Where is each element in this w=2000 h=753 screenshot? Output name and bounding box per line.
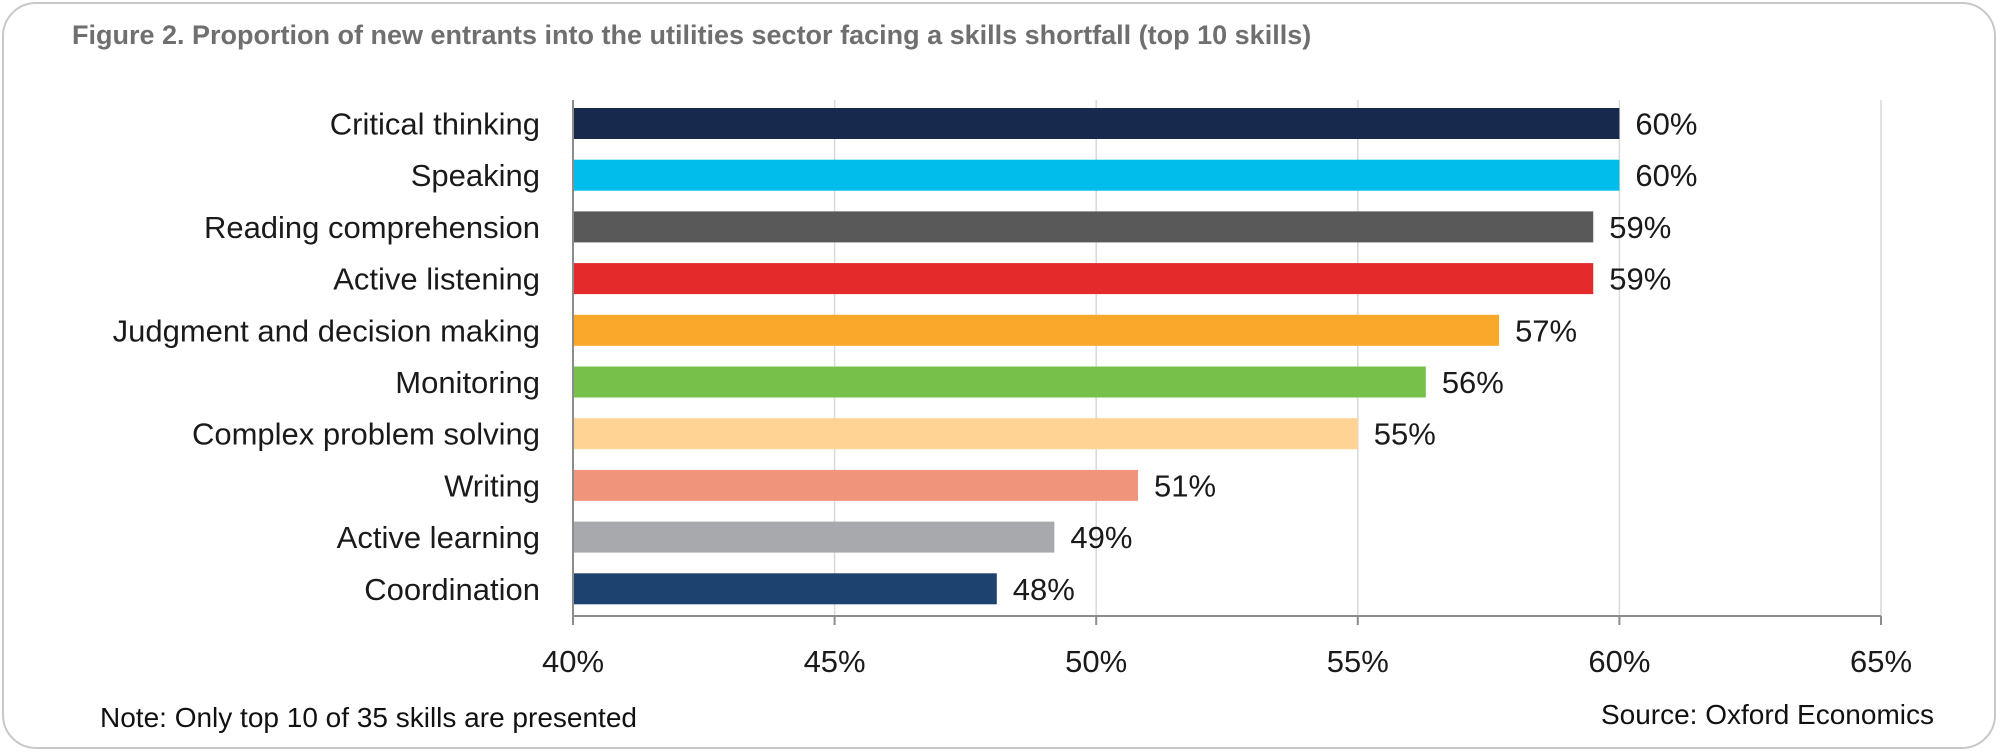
value-label: 59% [1609, 210, 1671, 245]
figure-title: Figure 2. Proportion of new entrants int… [72, 20, 1312, 50]
value-label: 60% [1635, 107, 1697, 142]
bar [573, 418, 1358, 450]
chart-source: Source: Oxford Economics [1600, 699, 1934, 730]
value-label: 49% [1070, 520, 1132, 555]
category-label: Active listening [333, 262, 540, 297]
x-tick-label: 60% [1588, 644, 1650, 679]
category-label: Speaking [411, 158, 540, 193]
category-label: Writing [444, 468, 540, 503]
label-layer: Critical thinking 60% Speaking 60% Reading c… [113, 107, 1912, 680]
x-tick-label: 65% [1850, 644, 1912, 679]
x-tick-label: 50% [1065, 644, 1127, 679]
bar [573, 263, 1594, 295]
axis-layer [572, 100, 1882, 625]
bar [573, 314, 1500, 346]
category-label: Judgment and decision making [113, 313, 540, 348]
category-label: Coordination [364, 572, 540, 607]
category-label: Reading comprehension [204, 210, 540, 245]
bar [573, 159, 1620, 191]
bar [573, 366, 1426, 398]
x-tick-label: 40% [542, 644, 604, 679]
value-label: 56% [1442, 365, 1504, 400]
category-label: Monitoring [395, 365, 540, 400]
bar [573, 573, 997, 605]
category-label: Complex problem solving [192, 417, 540, 452]
category-label: Critical thinking [330, 107, 540, 142]
value-label: 59% [1609, 262, 1671, 297]
bar-layer [573, 108, 1620, 605]
chart-note: Note: Only top 10 of 35 skills are prese… [100, 702, 637, 733]
value-label: 60% [1635, 158, 1697, 193]
x-tick-label: 45% [804, 644, 866, 679]
x-tick-label: 55% [1327, 644, 1389, 679]
bar [573, 108, 1620, 139]
category-label: Active learning [337, 520, 540, 555]
value-label: 48% [1013, 572, 1075, 607]
value-label: 57% [1515, 313, 1577, 348]
bar [573, 521, 1055, 553]
bar [573, 211, 1594, 243]
value-label: 55% [1374, 417, 1436, 452]
bar [573, 469, 1139, 501]
value-label: 51% [1154, 468, 1216, 503]
